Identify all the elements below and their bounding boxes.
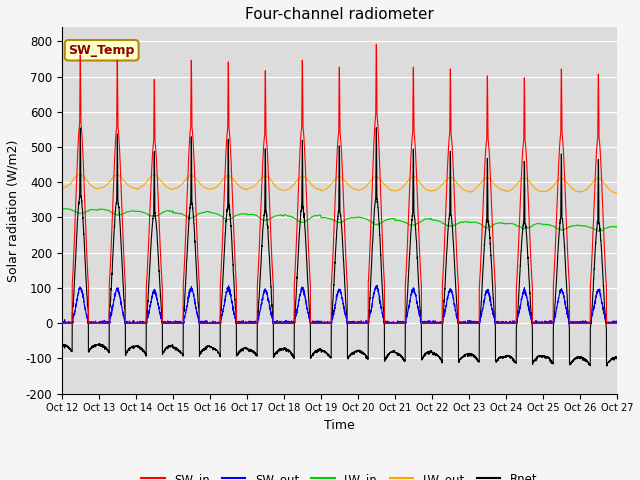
Legend: SW_in, SW_out, LW_in, LW_out, Rnet: SW_in, SW_out, LW_in, LW_out, Rnet xyxy=(136,468,542,480)
X-axis label: Time: Time xyxy=(324,419,355,432)
Y-axis label: Solar radiation (W/m2): Solar radiation (W/m2) xyxy=(7,139,20,282)
Text: SW_Temp: SW_Temp xyxy=(68,44,135,57)
Title: Four-channel radiometer: Four-channel radiometer xyxy=(245,7,434,22)
